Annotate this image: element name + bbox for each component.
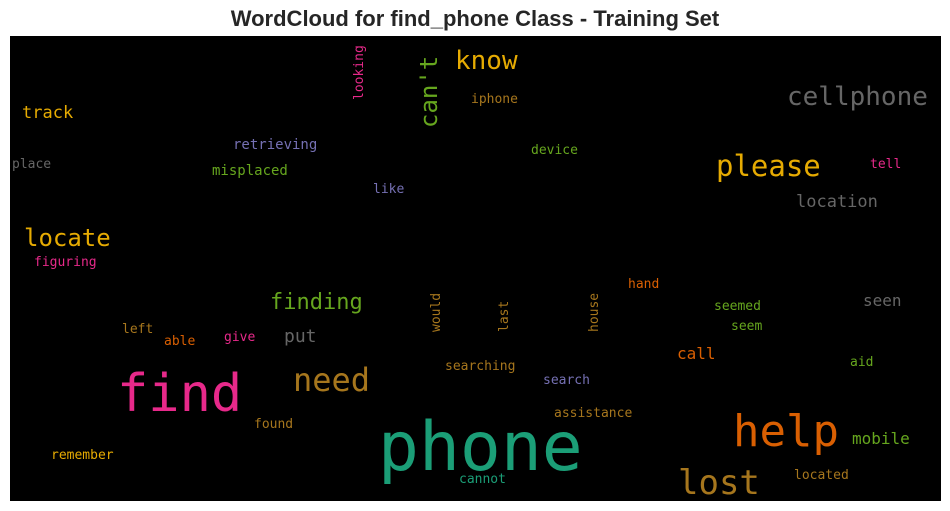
word-location: location [796,192,878,212]
word-phone: phone [378,408,583,487]
word-figuring: figuring [34,255,97,270]
word-track: track [22,103,73,123]
word-call: call [677,344,716,363]
word-tell: tell [870,157,901,172]
word-last: last [497,301,512,332]
word-house: house [587,293,602,332]
word-assistance: assistance [554,406,632,421]
word-put: put [284,326,317,347]
word-iphone: iphone [471,92,518,107]
word-cellphone: cellphone [787,82,928,112]
word-seen: seen [863,291,902,310]
word-locate: locate [24,224,111,252]
wordcloud-words: phone find help lost need please cellphone loca… [12,45,928,503]
word-found: found [254,417,293,432]
wordcloud-background [10,36,941,501]
word-finding: finding [270,290,363,315]
word-give: give [224,330,255,345]
word-mobile: mobile [852,429,910,448]
word-search: search [543,373,590,388]
word-like: like [373,182,404,197]
word-left: left [122,322,153,337]
word-cannot: cannot [459,472,506,487]
word-seem: seem [731,319,762,334]
word-lost: lost [678,463,760,503]
word-need: need [293,361,370,399]
word-retrieving: retrieving [233,137,317,153]
word-seemed: seemed [714,299,761,314]
word-help: help [733,406,839,457]
word-would: would [429,293,444,332]
word-please: please [716,149,821,183]
chart-title: WordCloud for find_phone Class - Trainin… [230,6,720,31]
word-aid: aid [850,355,873,370]
word-able: able [164,334,195,349]
word-remember: remember [51,448,114,463]
word-device: device [531,143,578,158]
word-know: know [455,46,518,76]
word-cant: can't [415,56,443,128]
word-find: find [117,364,242,424]
word-hand: hand [628,277,659,292]
word-looking: looking [352,45,367,100]
word-place: place [12,157,51,172]
word-searching: searching [445,359,515,374]
word-misplaced: misplaced [212,163,288,179]
word-located: located [794,468,849,483]
